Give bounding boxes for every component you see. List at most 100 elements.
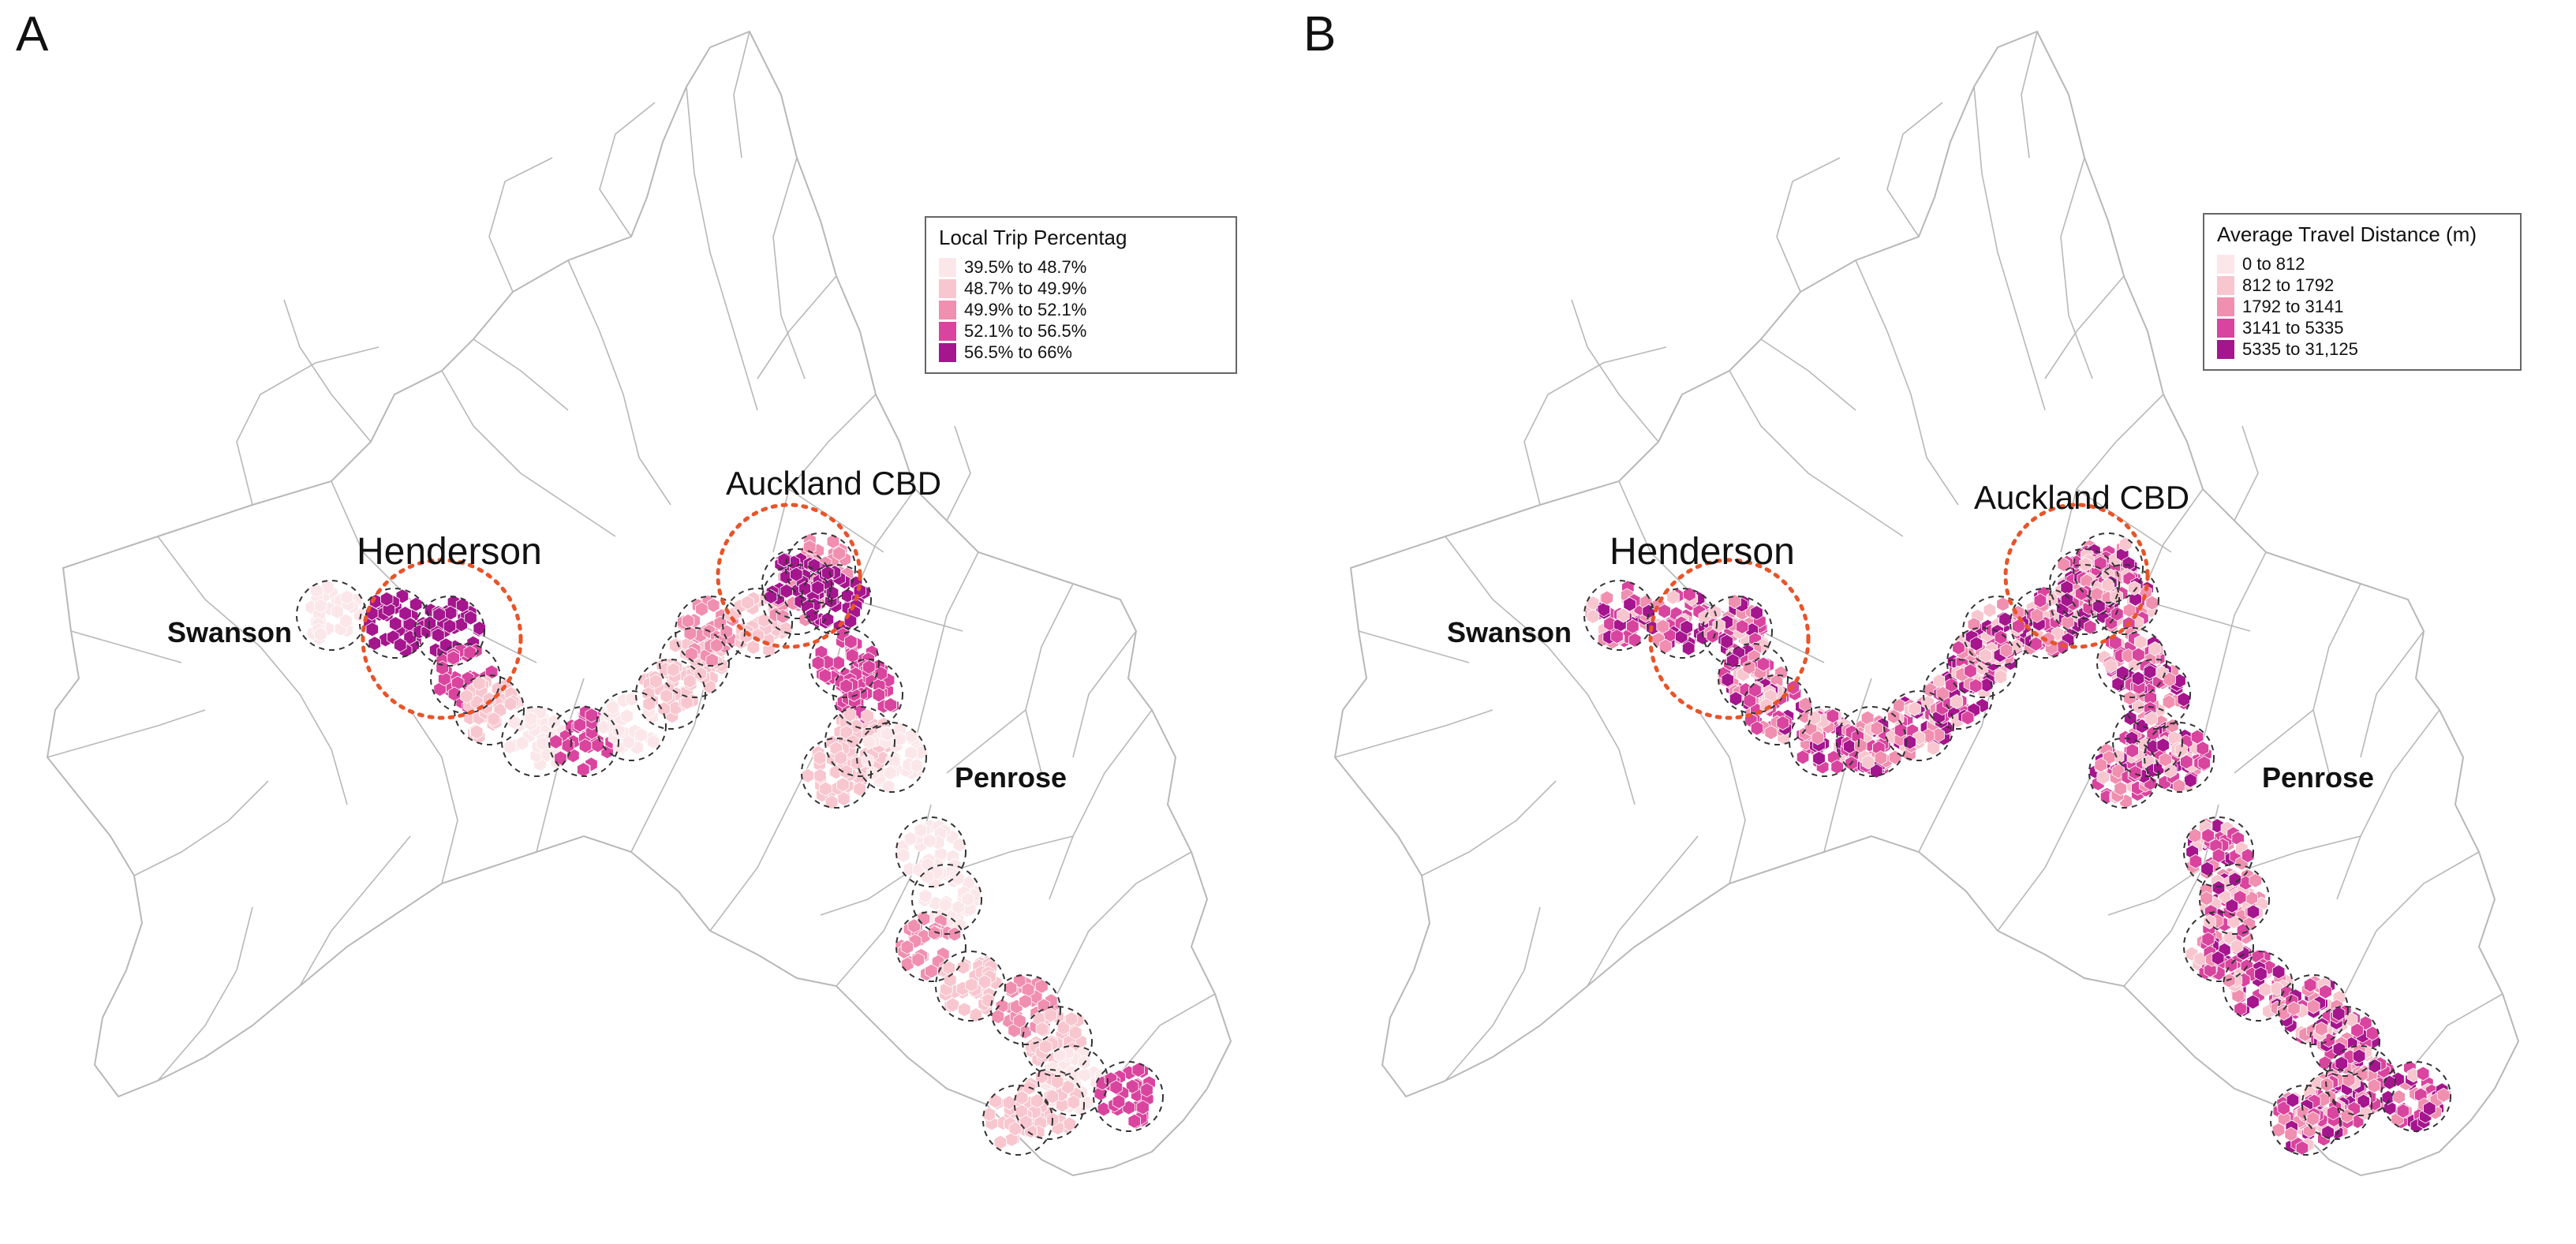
hex-cell [1610,629,1624,644]
suburb-boundary [2060,157,2093,379]
hex-cell [2259,981,2272,997]
hex-cell [694,666,707,682]
suburb-boundary [946,425,971,521]
hex-cell [923,833,937,849]
suburb-boundary [2076,488,2172,553]
hex-cell [2012,618,2025,634]
hex-cell [1064,1011,1079,1027]
hex-cell [2057,557,2070,573]
suburb-boundary [488,157,553,293]
station-catchment-circle [1883,690,1954,761]
hex-cell [1748,682,1762,698]
hex-cell [2332,1006,2346,1022]
hex-cell [463,644,477,660]
hex-cell [1764,725,1778,741]
hex-cell [432,607,446,622]
legend-swatch [939,321,956,341]
hex-cell [314,626,327,642]
station-catchment-circle [359,588,430,659]
legend-label: 48.7% to 49.9% [964,278,1087,298]
hex-cell [2357,1093,2370,1109]
hex-cell [1005,1132,1019,1147]
hex-cell [1903,734,1916,750]
hex-cell [649,674,663,689]
station-catchment-circle [2049,548,2120,619]
hex-cell [1830,759,1844,775]
hex-cell [2234,890,2247,906]
hex-cell [1735,619,1749,634]
hex-cell [314,598,327,614]
hex-cell [2303,977,2317,993]
hex-cell [2228,872,2241,887]
hex-cell [861,753,874,768]
hex-cell [1980,677,1994,693]
hex-cell [2230,939,2244,954]
station-catchment-circle [548,706,619,777]
hex-cell [807,558,821,573]
hex-cell [2249,872,2262,888]
hex-cell [2368,1078,2381,1093]
suburb-boundary [1445,906,1541,1081]
hex-cell [1750,720,1764,736]
hex-cell [455,597,469,613]
suburb-boundary [2060,394,2164,553]
hex-cell [944,972,957,988]
hex-cell [862,659,876,675]
suburb-boundary [1973,86,2046,411]
suburb-boundary [820,867,916,916]
hex-cell [911,952,925,968]
hex-cell [834,750,847,766]
legend-item: 39.5% to 48.7% [939,256,1223,278]
hex-cell [1666,589,1680,605]
hex-cell [470,724,484,740]
hex-cell [321,580,335,596]
hex-cell [707,597,720,613]
hex-cell [389,616,402,632]
hex-cell [948,926,962,942]
map-panel-b: B Swanson Henderson Auckland CBD Penrose… [1288,0,2575,1244]
hex-cell [801,768,814,783]
hex-cell [432,627,445,643]
hex-cell [1952,640,1965,656]
suburb-boundary [2407,993,2503,1074]
hex-cell [705,652,719,668]
hex-cell [1776,715,1789,730]
hex-cell [2271,1123,2286,1138]
hex-cell [993,1134,1008,1150]
hex-cell [1003,1095,1016,1111]
suburb-boundary [441,370,616,537]
hex-cell [1808,710,1822,726]
station-catchment-circle [2309,1006,2380,1077]
suburb-boundary [1524,346,1667,506]
hex-cell [904,728,918,744]
legend-swatch [2217,297,2234,316]
hex-cell [746,640,760,655]
hex-cell [1021,982,1035,998]
hex-cell [2148,641,2162,656]
hex-cell [2116,665,2129,681]
hex-cell [2383,1074,2396,1090]
hex-cell [917,911,931,927]
hex-cell [2246,994,2260,1010]
hex-cell [872,687,886,703]
hex-cell [1617,607,1630,623]
station-catchment-circle [1038,1045,1109,1116]
hex-cell [925,963,938,979]
hotspot-circles-b [1648,502,2150,720]
hex-cell [340,589,353,605]
hex-cell [884,697,897,712]
suburb-boundary [2344,851,2480,995]
hex-cell [2125,743,2139,759]
hex-cell [667,662,680,678]
hex-cell [765,589,778,604]
hex-cell [2129,765,2142,780]
hex-cell [874,666,888,682]
hex-cell [438,671,451,686]
station-catchment-circle [1962,596,2033,667]
hex-cell [1854,738,1868,753]
suburb-boundary [331,480,537,663]
hex-cell [710,637,723,653]
place-label-henderson: Henderson [1610,531,1795,573]
hex-cell [1969,636,1983,652]
hex-cell [2203,914,2216,929]
